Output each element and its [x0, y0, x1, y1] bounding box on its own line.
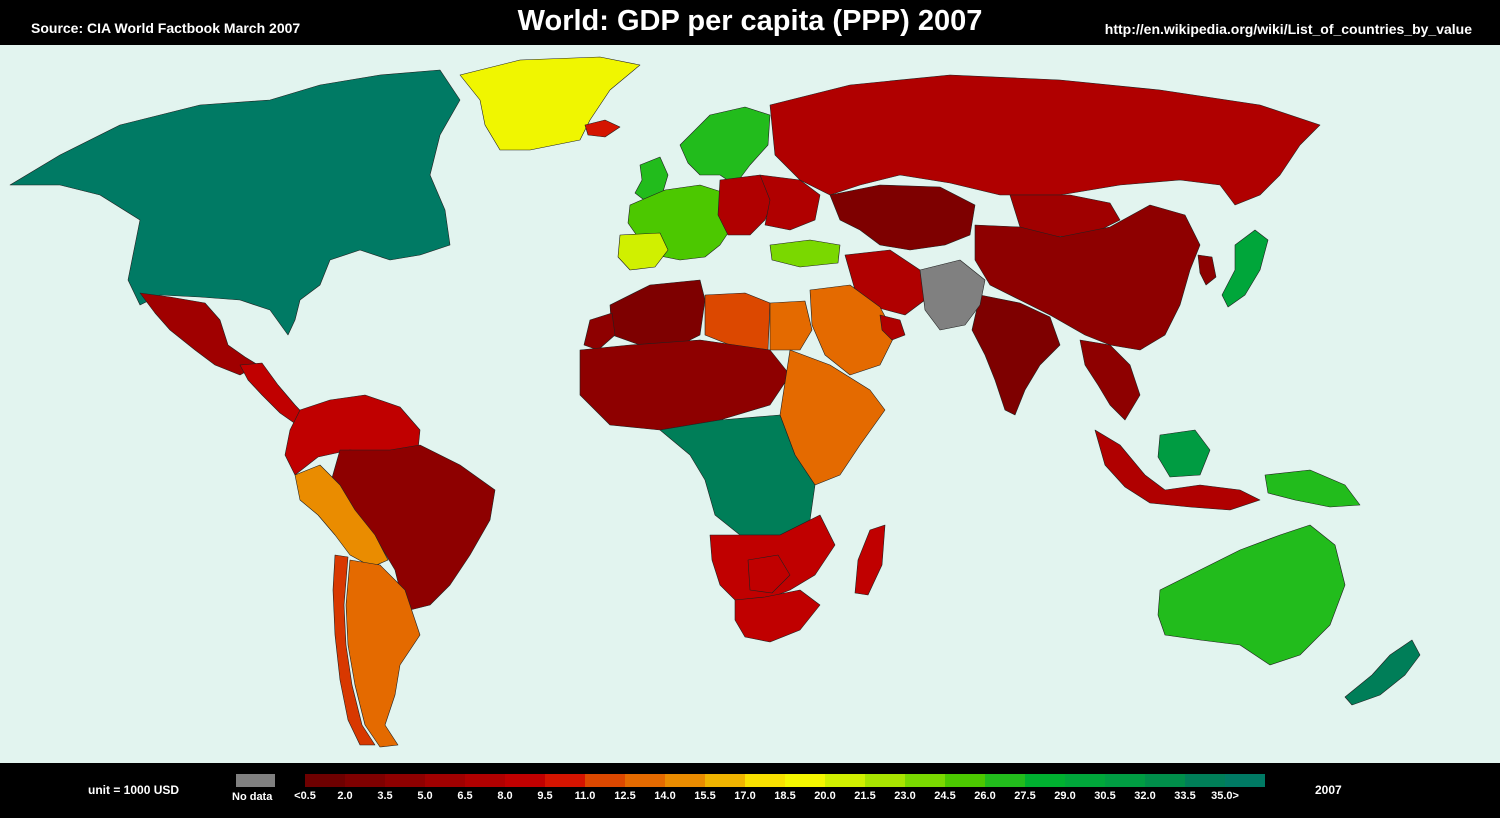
scale-swatch: [1065, 774, 1105, 787]
scale-tick-label: 18.5: [774, 790, 796, 802]
region-north-america: [9, 69, 461, 336]
scale-swatch: [585, 774, 625, 787]
region-south-asia: [919, 259, 986, 331]
region-southeast-asia: [1079, 339, 1141, 421]
scale-swatch: [545, 774, 585, 787]
region-central-asia: [829, 184, 976, 251]
region-chile: [332, 554, 376, 746]
scale-tick-label: 35.0>: [1211, 790, 1239, 802]
region-korea: [1197, 254, 1217, 286]
scale-swatch: [945, 774, 985, 787]
scale-tick-label: 27.5: [1014, 790, 1036, 802]
header: Source: CIA World Factbook March 2007 Wo…: [0, 0, 1500, 45]
scale-tick-label: 15.5: [694, 790, 716, 802]
scale-swatch: [785, 774, 825, 787]
scale-swatch: [345, 774, 385, 787]
map-title: World: GDP per capita (PPP) 2007: [517, 5, 983, 37]
scale-tick-label: 3.5: [377, 790, 393, 802]
scale-swatch: [665, 774, 705, 787]
source-url: http://en.wikipedia.org/wiki/List_of_cou…: [1104, 21, 1472, 37]
scale-swatch: [745, 774, 785, 787]
scale-tick-label: 5.0: [417, 790, 433, 802]
world-map: [0, 45, 1500, 763]
region-russia: [769, 74, 1321, 206]
scale-tick-label: 17.0: [734, 790, 756, 802]
scale-tick-label: 2.0: [337, 790, 353, 802]
scale-swatch: [985, 774, 1025, 787]
scale-tick-label: 23.0: [894, 790, 916, 802]
scale-tick-label: 32.0: [1134, 790, 1156, 802]
region-madagascar: [854, 524, 886, 596]
scale-swatch: [1025, 774, 1065, 787]
scale-tick-label: 6.5: [457, 790, 473, 802]
color-scale: [305, 774, 1265, 787]
scale-tick-label: 12.5: [614, 790, 636, 802]
region-spain: [617, 232, 669, 271]
no-data-label: No data: [232, 791, 273, 803]
scale-tick-label: 30.5: [1094, 790, 1116, 802]
scale-ticks: <0.5 2.0 3.5 5.0 6.5 8.0 9.5 11.0 12.5 14.0 15.5 17…: [0, 790, 1500, 806]
no-data-swatch: [236, 774, 275, 787]
scale-tick-label: 26.0: [974, 790, 996, 802]
scale-swatch: [1225, 774, 1265, 787]
scale-swatch: [505, 774, 545, 787]
region-iceland: [584, 119, 621, 138]
scale-tick-label: 9.5: [537, 790, 553, 802]
scale-swatch: [1145, 774, 1185, 787]
scale-tick-label: 24.5: [934, 790, 956, 802]
region-south-africa: [734, 589, 821, 643]
year-label: 2007: [1315, 783, 1342, 797]
scale-swatch: [705, 774, 745, 787]
region-botswana: [747, 554, 791, 594]
scale-swatch: [625, 774, 665, 787]
region-indonesia: [1094, 429, 1261, 511]
world-map-svg: [0, 45, 1500, 763]
scale-swatch: [385, 774, 425, 787]
region-egypt: [769, 300, 813, 351]
region-borneo: [1157, 429, 1211, 478]
scale-tick-label: 21.5: [854, 790, 876, 802]
scale-tick-label: 14.0: [654, 790, 676, 802]
source-text: Source: CIA World Factbook March 2007: [31, 20, 301, 36]
scale-tick-label: 11.0: [574, 790, 596, 802]
region-argentina: [345, 559, 421, 748]
region-new-zealand: [1344, 639, 1421, 706]
region-gulf-states: [879, 314, 906, 341]
scale-swatch: [1105, 774, 1145, 787]
region-west-sahel: [579, 339, 791, 431]
scale-swatch: [425, 774, 465, 787]
region-saudi-arabia: [809, 284, 896, 376]
legend: unit = 1000 USD No data <0.5 2.0 3.5 5.0 6.5…: [0, 763, 1500, 818]
region-china: [974, 204, 1201, 351]
region-turkey: [769, 239, 841, 268]
region-scandinavia: [679, 106, 771, 186]
region-greenland: [459, 56, 641, 151]
region-bolivia: [294, 464, 389, 568]
scale-swatch: [825, 774, 865, 787]
scale-tick-label: 29.0: [1054, 790, 1076, 802]
scale-swatch: [465, 774, 505, 787]
scale-swatch: [865, 774, 905, 787]
region-ukraine: [759, 174, 821, 231]
scale-tick-label: 8.0: [497, 790, 513, 802]
region-australia: [1157, 524, 1346, 666]
region-india: [971, 294, 1061, 416]
scale-tick-label: 20.0: [814, 790, 836, 802]
region-papua-new-guinea: [1264, 469, 1361, 508]
region-japan: [1221, 229, 1269, 308]
unit-label: unit = 1000 USD: [88, 783, 180, 797]
scale-swatch: [1185, 774, 1225, 787]
scale-swatch: [305, 774, 345, 787]
region-western-sahara: [583, 312, 616, 351]
region-north-africa: [609, 279, 706, 346]
scale-tick-label: 33.5: [1174, 790, 1196, 802]
scale-swatch: [905, 774, 945, 787]
scale-tick-label: <0.5: [294, 790, 316, 802]
